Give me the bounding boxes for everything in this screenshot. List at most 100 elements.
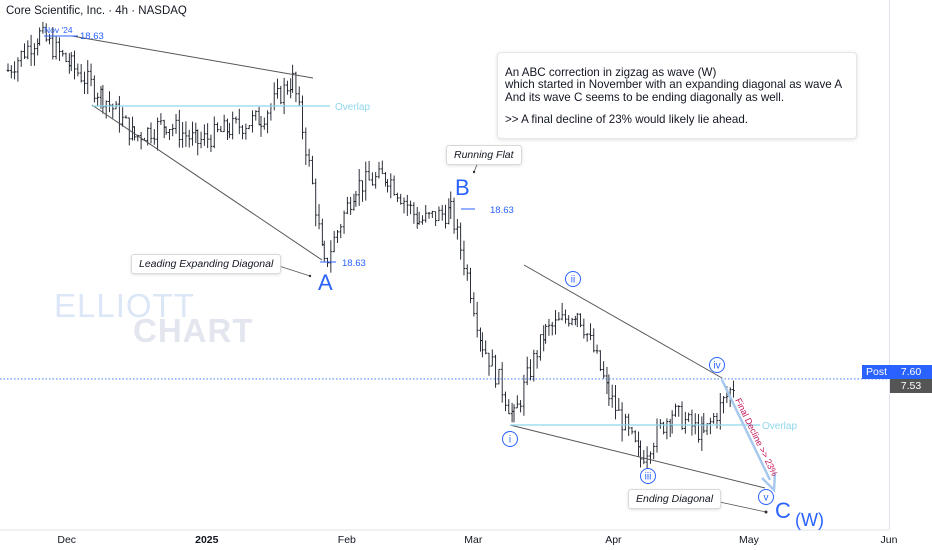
ohlc-bar (512, 404, 516, 423)
ohlc-bar (19, 50, 23, 67)
ohlc-bar (139, 131, 143, 150)
ohlc-bar (317, 204, 321, 230)
callout-dot-b (472, 170, 476, 174)
ohlc-bar (440, 204, 444, 221)
ohlc-bar (522, 374, 526, 416)
post-price-tag: 7.60 (890, 365, 932, 379)
wave-label-iii: iii (645, 472, 652, 483)
ohlc-bar (535, 350, 539, 369)
callout-connector-c (714, 500, 767, 513)
ohlc-bar (194, 122, 198, 144)
ohlc-bar (36, 38, 40, 56)
ohlc-bar (164, 126, 168, 135)
ohlc-bar (715, 412, 719, 429)
ohlc-bar (237, 108, 241, 135)
ohlc-bar (639, 440, 642, 468)
ohlc-bar (279, 85, 283, 105)
ohlc-bar (554, 310, 557, 335)
ohlc-bar (595, 344, 599, 354)
ohlc-bar (702, 412, 706, 434)
ohlc-bar (658, 418, 662, 429)
ohlc-bar (575, 312, 579, 328)
ohlc-bar (447, 198, 451, 225)
ohlc-bar (251, 110, 254, 133)
ohlc-bar (573, 315, 577, 326)
ohlc-bar (26, 40, 30, 60)
callout-ending-diagonal[interactable]: Ending Diagonal (628, 489, 722, 509)
callout-running-flat[interactable]: Running Flat (446, 145, 522, 165)
wave-label-a: A (318, 270, 333, 295)
level-label: 18.63 (80, 31, 104, 42)
ohlc-bar (567, 315, 571, 327)
ohlc-bar (437, 206, 441, 222)
x-tick-label: May (739, 534, 760, 546)
ohlc-bar (354, 190, 358, 207)
ohlc-bar (124, 115, 128, 119)
ohlc-bar (38, 27, 42, 46)
ohlc-bar (529, 359, 532, 381)
level-label: 18.63 (342, 258, 366, 269)
ohlc-bar (449, 191, 453, 220)
ohlc-bar (396, 192, 399, 203)
ohlc-bar (525, 356, 529, 386)
ohlc-bar (539, 334, 542, 361)
ohlc-bar (297, 86, 301, 106)
ohlc-bar (718, 393, 722, 430)
ohlc-bar (532, 349, 536, 382)
ohlc-bar (259, 115, 263, 137)
ohlc-bar (257, 106, 261, 126)
ohlc-bar (311, 155, 314, 185)
ohlc-bar (544, 323, 548, 344)
x-tick-label: Dec (57, 534, 76, 546)
ohlc-bar (380, 160, 384, 175)
ohlc-bar (349, 196, 353, 215)
ohlc-bar (620, 402, 624, 442)
wave-label-i: i (509, 435, 511, 446)
ohlc-bar (96, 92, 100, 107)
diagonal-lower-line-a (91, 104, 323, 261)
note-line-2: which started in November with an expand… (505, 78, 843, 92)
ohlc-bar (254, 110, 258, 121)
ohlc-bar (585, 333, 589, 342)
ohlc-bar (41, 21, 45, 34)
ohlc-bar (630, 426, 634, 435)
ohlc-bar (357, 169, 361, 206)
ohlc-bar (73, 50, 76, 80)
ohlc-bar (484, 340, 488, 355)
ohlc-bar (51, 26, 55, 60)
ohlc-bar (412, 202, 416, 224)
ohlc-bar (196, 129, 200, 156)
x-tick-label: Jun (881, 534, 898, 546)
callout-leading-diagonal[interactable]: Leading Expanding Diagonal (131, 254, 282, 274)
ohlc-bar (589, 323, 592, 341)
ohlc-bar (184, 121, 188, 147)
ohlc-bar (472, 292, 476, 317)
ohlc-bar (693, 413, 697, 435)
ohlc-bar (421, 215, 424, 225)
ohlc-bar (227, 122, 231, 139)
ohlc-bar (475, 301, 479, 338)
ohlc-bar (690, 409, 694, 436)
ohlc-bar (582, 318, 586, 339)
ohlc-bar (607, 374, 611, 406)
ohlc-bar (76, 63, 80, 77)
x-tick-label: 2025 (195, 534, 219, 546)
ohlc-bar (424, 204, 428, 223)
ohlc-bar (202, 124, 206, 146)
ohlc-bar (465, 264, 469, 281)
ohlc-bar (241, 125, 244, 140)
price-axis[interactable] (889, 0, 932, 530)
ohlc-bar (665, 418, 669, 440)
wave-label-ii-circle (565, 271, 581, 287)
ohlc-bar (642, 450, 646, 465)
ohlc-bar (307, 148, 311, 167)
ohlc-bar (633, 430, 637, 443)
ohlc-bar (377, 161, 381, 179)
ohlc-bar (427, 211, 431, 219)
ohlc-bar (564, 309, 567, 324)
diagonal-lower-line-c (509, 424, 766, 489)
ohlc-bar (187, 129, 191, 148)
overlap-label-c: Overlap (762, 421, 797, 432)
annotation-note[interactable]: An ABC correction in zigzag as wave (W) … (497, 52, 857, 139)
ohlc-bar (191, 121, 194, 146)
